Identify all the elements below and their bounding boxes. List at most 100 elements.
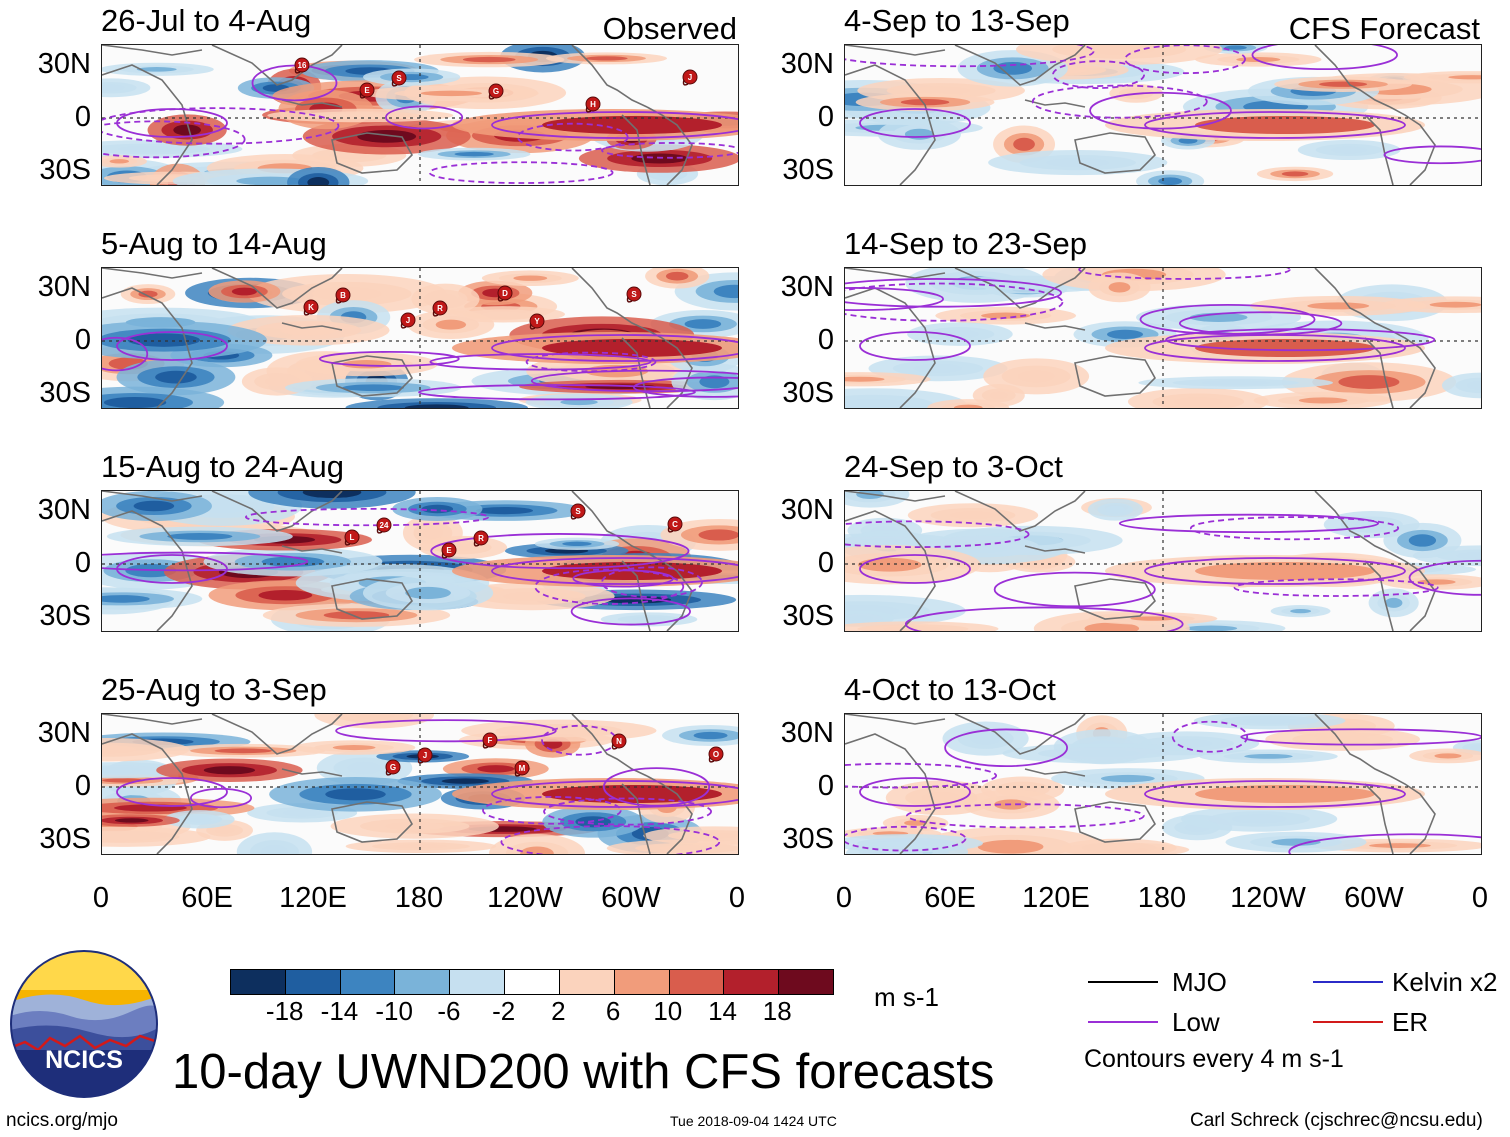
anomaly-blob	[645, 268, 710, 289]
map-canvas: B R Y S K J D	[102, 268, 738, 408]
colorbar-swatch	[340, 970, 396, 994]
anomaly-blob	[269, 776, 442, 812]
svg-text:R: R	[478, 534, 484, 543]
anomaly-blob	[116, 359, 236, 396]
svg-text:16: 16	[298, 61, 307, 70]
colorbar-swatch	[614, 970, 670, 994]
tropical-cyclone-marker: 16	[294, 57, 310, 74]
coastline	[571, 491, 648, 554]
low-contour	[845, 762, 998, 789]
wind-anomaly-map: J M N O G F	[101, 713, 739, 855]
panel-title: 25-Aug to 3-Sep	[101, 672, 327, 707]
wind-anomaly-map	[844, 44, 1482, 186]
panel-title: 4-Sep to 13-Sep	[844, 3, 1070, 38]
svg-text:J: J	[423, 751, 427, 760]
svg-text:E: E	[364, 86, 370, 95]
anomaly-blob	[156, 758, 303, 782]
legend-kelvin-line	[1313, 981, 1383, 983]
latitude-label: 30N	[780, 271, 834, 303]
wind-anomaly-map: 24 R S C L E	[101, 490, 739, 632]
low-contour	[1240, 728, 1481, 746]
anomaly-blob	[1088, 272, 1151, 303]
anomaly-blob	[267, 108, 454, 123]
svg-text:24: 24	[380, 521, 389, 530]
svg-text:NCICS: NCICS	[45, 1046, 123, 1074]
latitude-label: 30N	[37, 48, 91, 80]
longitude-label: 60E	[181, 882, 233, 914]
tropical-cyclone-marker: 24	[376, 517, 392, 534]
low-contour	[1031, 84, 1208, 119]
tropical-cyclone-marker: J	[682, 69, 698, 86]
colorbar-tick: 2	[551, 996, 566, 1026]
coastline	[1024, 99, 1086, 108]
latitude-label: 0	[817, 770, 834, 802]
coastline	[1314, 268, 1391, 331]
footer-url[interactable]: ncics.org/mjo	[6, 1110, 118, 1131]
low-contour	[1144, 111, 1406, 139]
low-contour	[1251, 45, 1398, 71]
tropical-cyclone-marker: S	[626, 286, 642, 303]
anomaly-blob	[227, 314, 390, 346]
anomaly-blob	[1256, 166, 1334, 182]
colorbar-swatch	[669, 970, 725, 994]
low-contour	[534, 568, 685, 605]
coastline	[331, 355, 413, 397]
tropical-cyclone-marker: R	[473, 530, 489, 547]
latitude-label: 30S	[782, 600, 834, 632]
legend-mjo-line	[1088, 981, 1158, 983]
longitude-label: 0	[92, 882, 110, 914]
svg-text:N: N	[616, 737, 622, 746]
coastline	[102, 45, 203, 56]
coastline	[1364, 337, 1394, 408]
anomaly-blob	[236, 832, 313, 854]
colorbar-tick: -2	[492, 996, 516, 1026]
anomaly-blob	[1274, 76, 1412, 92]
anomaly-blob	[1138, 376, 1334, 390]
svg-text:H: H	[590, 100, 596, 109]
anomaly-blob	[102, 155, 147, 168]
longitude-label: 60W	[1344, 882, 1404, 914]
anomaly-blob	[1002, 743, 1206, 764]
coastline	[102, 491, 203, 502]
colorbar-swatch	[450, 970, 506, 994]
colorbar-swatch	[505, 970, 560, 994]
coastline	[845, 64, 936, 185]
latitude-label: 30S	[782, 154, 834, 186]
map-canvas: 16 S G H J E	[102, 45, 738, 185]
svg-text:J: J	[406, 316, 410, 325]
latitude-label: 30N	[780, 48, 834, 80]
latitude-label: 30N	[780, 494, 834, 526]
coastline	[102, 733, 193, 854]
low-contour	[428, 161, 614, 184]
footer-timestamp: Tue 2018-09-04 1424 UTC	[670, 1113, 837, 1129]
svg-text:G: G	[493, 87, 499, 96]
coastline	[845, 491, 946, 502]
anomaly-blob	[845, 372, 931, 387]
low-contour	[102, 336, 149, 372]
longitude-label: 0	[835, 882, 853, 914]
coastline	[1074, 355, 1156, 397]
anomaly-blob	[102, 78, 151, 98]
low-contour	[1144, 780, 1406, 808]
coastline	[1314, 491, 1391, 554]
tropical-cyclone-marker: M	[514, 760, 530, 777]
anomaly-blob	[1441, 372, 1481, 399]
anomaly-blob	[662, 725, 738, 746]
low-contour	[906, 803, 1145, 829]
colorbar-tick: 14	[708, 996, 737, 1026]
latitude-label: 30N	[37, 494, 91, 526]
anomaly-blob	[407, 310, 495, 339]
latitude-label: 30S	[782, 823, 834, 855]
anomaly-blob	[392, 496, 483, 521]
low-contour	[116, 108, 228, 138]
anomaly-blob	[1270, 605, 1331, 618]
latitude-label: 0	[817, 324, 834, 356]
low-contour	[845, 278, 1062, 308]
low-contour	[904, 606, 1184, 631]
tropical-cyclone-marker: R	[432, 300, 448, 317]
anomaly-blob	[1199, 749, 1338, 764]
low-contour	[251, 64, 338, 102]
latitude-label: 0	[817, 101, 834, 133]
panel-title: 14-Sep to 23-Sep	[844, 226, 1088, 261]
anomaly-blob	[1195, 52, 1322, 67]
